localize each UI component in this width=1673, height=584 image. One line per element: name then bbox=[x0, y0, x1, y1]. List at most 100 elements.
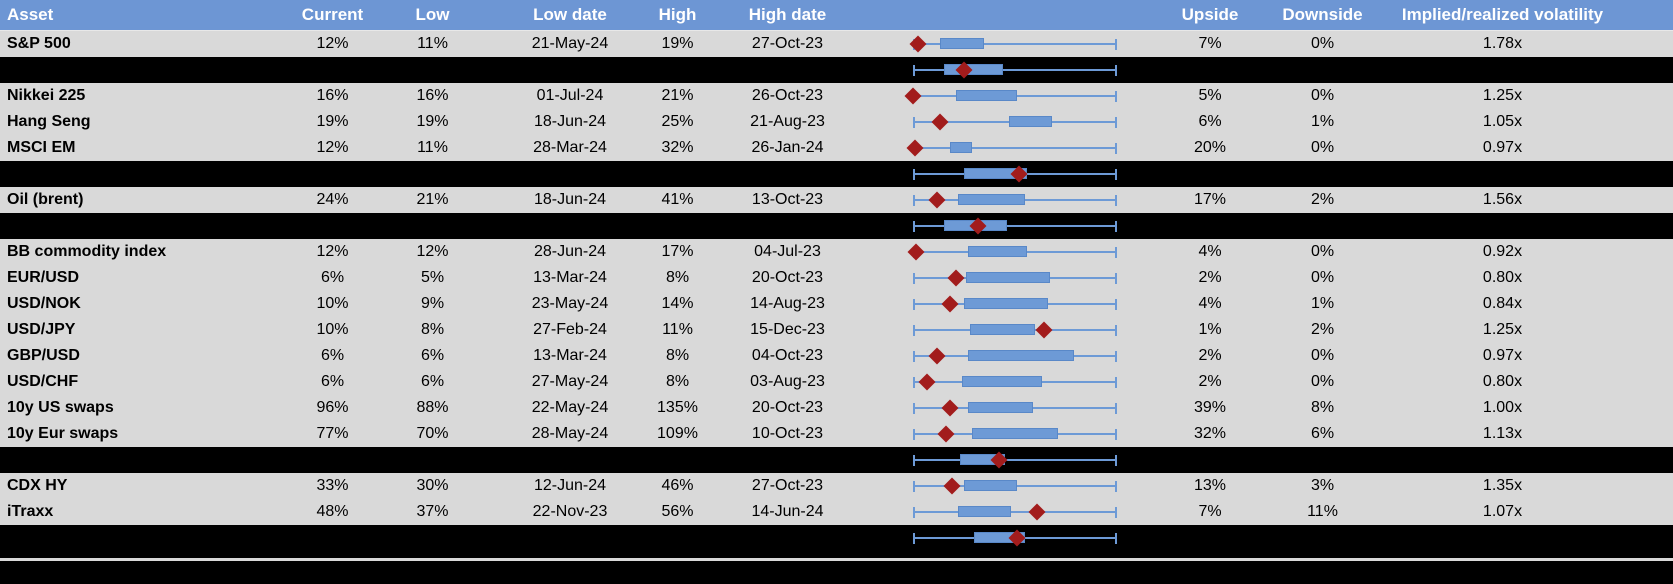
range-plot-cell bbox=[870, 525, 1140, 551]
high-date-value: 20-Oct-23 bbox=[751, 399, 824, 416]
current-value: 16% bbox=[316, 87, 349, 104]
whisker-cap-low bbox=[913, 299, 915, 310]
range-box bbox=[955, 90, 1018, 101]
current-marker-diamond bbox=[928, 191, 946, 209]
whisker-cap-low bbox=[913, 273, 915, 284]
boxplot bbox=[913, 369, 1117, 395]
whisker-cap-low bbox=[913, 507, 915, 518]
col-header-high-date: High date bbox=[748, 5, 827, 24]
low-date-value: 18-Jun-24 bbox=[533, 113, 607, 130]
whisker-cap-low bbox=[913, 403, 915, 414]
upside-value: 7% bbox=[1198, 503, 1222, 520]
whisker-cap-high bbox=[1115, 325, 1117, 336]
whisker-cap-low bbox=[913, 533, 915, 544]
asset-label: CDX HY bbox=[7, 477, 68, 494]
asset-label: USD/JPY bbox=[7, 321, 76, 338]
asset-label: GBP/USD bbox=[7, 347, 80, 364]
col-header-low-date: Low date bbox=[533, 5, 607, 24]
boxplot bbox=[913, 109, 1117, 135]
high-value: 46% bbox=[661, 477, 694, 494]
low-value: 6% bbox=[420, 347, 445, 364]
whisker-cap-high bbox=[1115, 39, 1117, 50]
high-value: 135% bbox=[657, 399, 698, 416]
boxplot bbox=[913, 213, 1117, 239]
range-plot-cell bbox=[870, 187, 1140, 213]
implied-realized-value: 0.80x bbox=[1482, 373, 1523, 390]
downside-value: 1% bbox=[1310, 113, 1335, 130]
range-plot-cell bbox=[870, 499, 1140, 525]
high-value: 32% bbox=[661, 139, 694, 156]
high-value: 21% bbox=[661, 87, 694, 104]
range-plot-cell bbox=[870, 239, 1140, 265]
boxplot bbox=[913, 343, 1117, 369]
downside-value: 2% bbox=[1310, 191, 1335, 208]
range-plot-cell bbox=[870, 343, 1140, 369]
implied-realized-value: 0.97x bbox=[1482, 139, 1523, 156]
current-marker-diamond bbox=[941, 295, 959, 313]
range-plot-cell bbox=[870, 135, 1140, 161]
table-row: Hang Seng 19% 19% 18-Jun-24 25% 21-Aug-2… bbox=[0, 109, 1673, 135]
high-date-value: 03-Aug-23 bbox=[750, 373, 825, 390]
high-value: 8% bbox=[665, 373, 690, 390]
high-value: 11% bbox=[662, 321, 693, 338]
low-date-value: 22-Nov-23 bbox=[532, 503, 608, 520]
boxplot bbox=[913, 499, 1117, 525]
high-value: 25% bbox=[661, 113, 694, 130]
current-marker-diamond bbox=[928, 347, 946, 365]
whisker-cap-high bbox=[1115, 533, 1117, 544]
high-value: 41% bbox=[661, 191, 694, 208]
boxplot bbox=[913, 291, 1117, 317]
table-row: GBP/USD 6% 6% 13-Mar-24 8% 04-Oct-23 2% … bbox=[0, 343, 1673, 369]
current-value: 6% bbox=[320, 269, 345, 286]
whisker-cap-high bbox=[1115, 117, 1117, 128]
asset-label: Hang Seng bbox=[7, 113, 91, 130]
upside-value: 4% bbox=[1198, 295, 1222, 312]
upside-value: 6% bbox=[1198, 113, 1222, 130]
range-box bbox=[968, 350, 1075, 361]
current-value: 33% bbox=[316, 477, 349, 494]
asset-label: S&P 500 bbox=[7, 35, 71, 52]
current-value: 12% bbox=[316, 35, 349, 52]
whisker-cap-low bbox=[913, 351, 915, 362]
downside-value: 6% bbox=[1310, 425, 1335, 442]
low-value: 6% bbox=[420, 373, 445, 390]
downside-value: 1% bbox=[1310, 295, 1335, 312]
current-value: 6% bbox=[320, 373, 345, 390]
table-row: CDX HY 33% 30% 12-Jun-24 46% 27-Oct-23 1… bbox=[0, 473, 1673, 499]
table-row: 10y US swaps 96% 88% 22-May-24 135% 20-O… bbox=[0, 395, 1673, 421]
boxplot bbox=[913, 265, 1117, 291]
whisker-cap-high bbox=[1115, 221, 1117, 232]
whisker-cap-high bbox=[1115, 195, 1117, 206]
whisker-cap-high bbox=[1115, 273, 1117, 284]
asset-label: 10y US swaps bbox=[7, 399, 114, 416]
low-value: 12% bbox=[416, 243, 449, 260]
boxplot bbox=[904, 83, 1117, 109]
whisker-cap-low bbox=[913, 377, 915, 388]
range-plot-cell bbox=[870, 265, 1140, 291]
current-marker-diamond bbox=[941, 399, 959, 417]
whisker-cap-high bbox=[1115, 507, 1117, 518]
col-header-low: Low bbox=[415, 5, 450, 24]
boxplot bbox=[913, 421, 1117, 447]
implied-realized-value: 1.05x bbox=[1482, 113, 1523, 130]
table-row: MSCI EM 12% 11% 28-Mar-24 32% 26-Jan-24 … bbox=[0, 135, 1673, 161]
table-row: BB commodity index 12% 12% 28-Jun-24 17%… bbox=[0, 239, 1673, 265]
whisker-cap-low bbox=[913, 195, 915, 206]
boxplot bbox=[913, 187, 1117, 213]
current-value: 10% bbox=[316, 321, 349, 338]
range-box bbox=[972, 428, 1058, 439]
separator-row bbox=[0, 213, 1673, 239]
whisker-cap-high bbox=[1115, 429, 1117, 440]
whisker-line bbox=[913, 69, 1117, 71]
whisker-cap-high bbox=[1115, 247, 1117, 258]
upside-value: 13% bbox=[1193, 477, 1227, 494]
low-value: 11% bbox=[417, 35, 448, 52]
table-row: Nikkei 225 16% 16% 01-Jul-24 21% 26-Oct-… bbox=[0, 83, 1673, 109]
range-plot-cell bbox=[870, 109, 1140, 135]
range-plot-cell bbox=[870, 421, 1140, 447]
boxplot bbox=[913, 317, 1117, 343]
whisker-cap-high bbox=[1115, 455, 1117, 466]
high-value: 8% bbox=[665, 347, 690, 364]
current-marker-diamond bbox=[918, 373, 936, 391]
